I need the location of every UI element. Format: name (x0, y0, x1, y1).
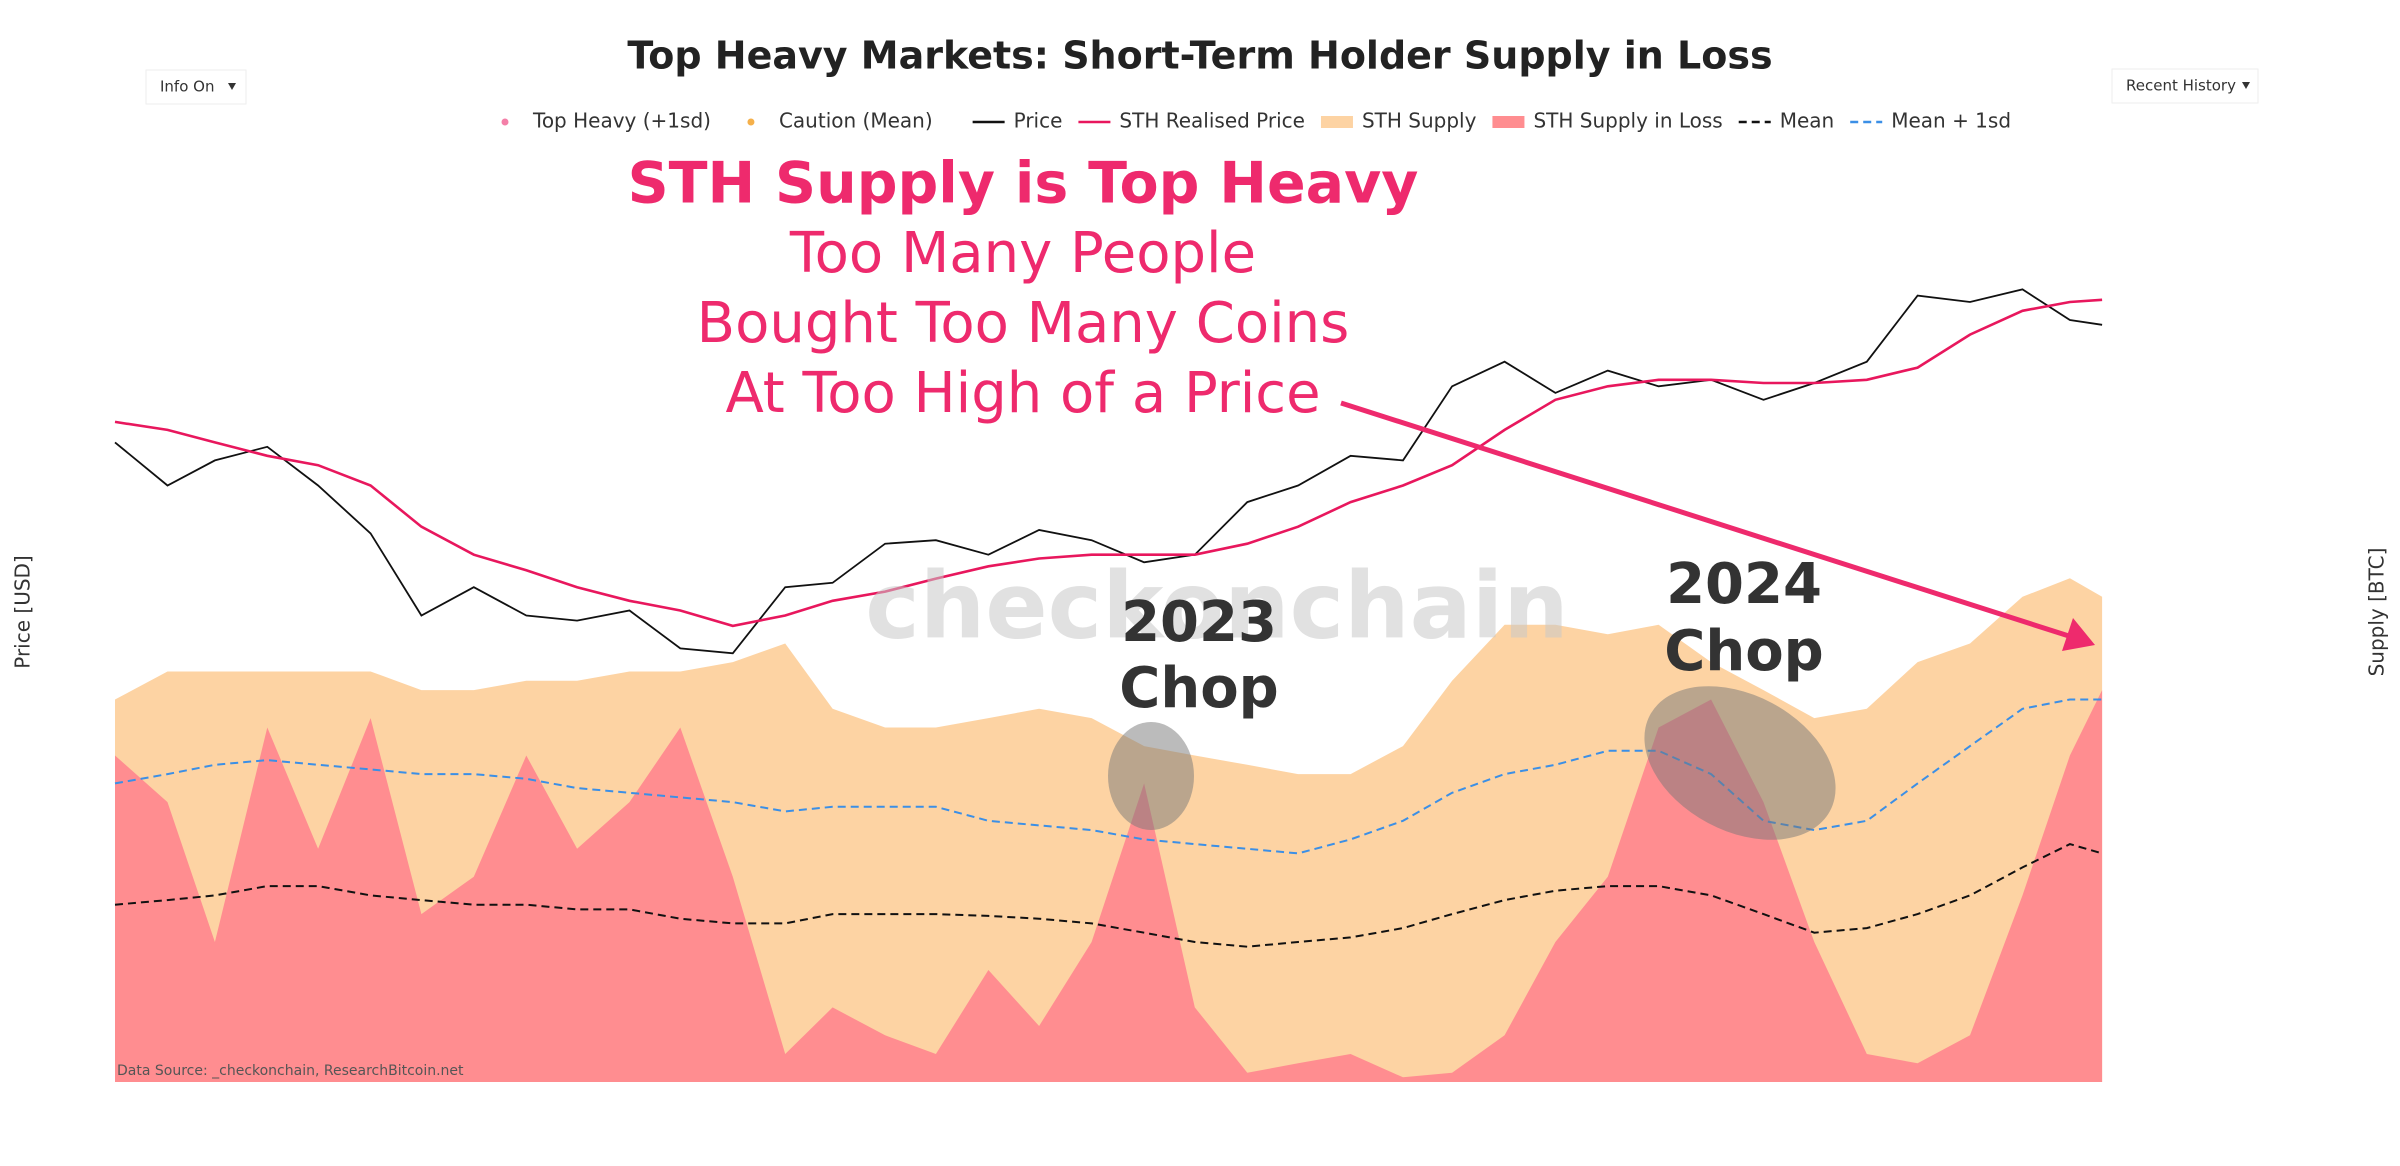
watermark: checkonchain (865, 552, 1569, 659)
button-frame (2111, 68, 2259, 104)
line-series (114, 288, 2103, 655)
line-series (114, 298, 2103, 628)
dashed-series (114, 843, 2103, 948)
legend-swatch (1492, 116, 1525, 128)
chop-label: 2024 (1666, 552, 1822, 617)
button-frame (145, 69, 247, 105)
dropdown-icon (2242, 82, 2250, 89)
legend-label: Price (1014, 109, 1063, 133)
headline: STH Supply is Top Heavy (628, 151, 1419, 217)
area-series (115, 690, 2103, 1082)
chart-title: Top Heavy Markets: Short-Term Holder Sup… (627, 34, 1772, 78)
chop-label: Chop (1664, 619, 1824, 684)
annotation-line: Bought Too Many Coins (697, 291, 1350, 356)
annotation-line: At Too High of a Price (725, 361, 1320, 426)
legend-dot (501, 118, 509, 126)
info-button[interactable]: Info On (145, 69, 247, 105)
y-axis-title: Price [USD] (11, 555, 35, 669)
y2-axis-title: Supply [BTC] (2365, 548, 2389, 677)
legend-label: Mean + 1sd (1891, 109, 2011, 133)
arrow (1340, 400, 2073, 640)
chop-label: Chop (1119, 656, 1279, 721)
legend-label: Mean (1780, 109, 1835, 133)
highlight (1644, 686, 1836, 840)
legend-label: STH Supply in Loss (1533, 109, 1722, 133)
chop-label: 2023 (1121, 590, 1277, 655)
legend-label: Top Heavy (+1sd) (532, 109, 711, 133)
legend-label: STH Realised Price (1119, 109, 1305, 133)
highlight (1108, 722, 1194, 830)
legend-dot (747, 118, 755, 126)
legend-label: Caution (Mean) (779, 109, 933, 133)
data-source: Data Source: _checkonchain, ResearchBitc… (117, 1063, 464, 1079)
history-button[interactable]: Recent History (2111, 68, 2259, 104)
arrow-head (2062, 618, 2095, 651)
annotation-line: Too Many People (789, 221, 1256, 286)
legend-label: STH Supply (1362, 109, 1477, 133)
button-label[interactable]: Info On (160, 78, 214, 96)
button-label[interactable]: Recent History (2126, 77, 2236, 95)
legend-swatch (1320, 116, 1353, 128)
dropdown-icon (228, 83, 236, 90)
